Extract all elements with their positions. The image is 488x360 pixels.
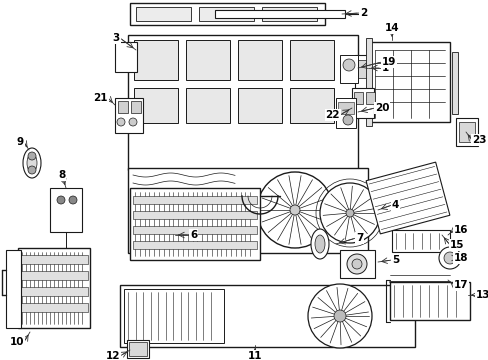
Circle shape <box>342 115 352 125</box>
Circle shape <box>28 166 36 174</box>
Text: 9: 9 <box>17 137 24 147</box>
Bar <box>20 303 88 312</box>
Text: 18: 18 <box>453 253 468 263</box>
Bar <box>335 98 355 128</box>
Bar <box>337 102 353 114</box>
Text: 14: 14 <box>384 23 399 33</box>
Bar <box>128 168 367 253</box>
Text: 6: 6 <box>190 230 197 240</box>
Bar <box>365 92 374 104</box>
Bar <box>351 88 373 118</box>
Bar <box>128 35 357 170</box>
Circle shape <box>117 118 125 126</box>
Bar <box>458 122 474 142</box>
Bar <box>238 88 282 123</box>
Bar <box>133 241 257 249</box>
Circle shape <box>443 252 455 264</box>
Text: 1: 1 <box>381 63 388 73</box>
Bar <box>20 271 88 280</box>
Text: 12: 12 <box>105 351 120 360</box>
Text: 23: 23 <box>471 135 486 145</box>
Circle shape <box>129 118 137 126</box>
Bar <box>238 40 282 80</box>
Text: 19: 19 <box>381 57 396 67</box>
Bar <box>130 188 260 260</box>
Text: 20: 20 <box>374 103 389 113</box>
Text: 7: 7 <box>355 233 363 243</box>
Bar <box>199 7 253 21</box>
Circle shape <box>289 205 299 215</box>
Bar <box>365 38 371 126</box>
Bar <box>133 196 257 204</box>
Text: 16: 16 <box>453 225 468 235</box>
Bar <box>6 250 21 328</box>
Bar <box>262 7 316 21</box>
Text: 10: 10 <box>9 337 24 347</box>
Bar <box>133 211 257 219</box>
Bar <box>127 340 149 358</box>
Bar <box>353 92 362 104</box>
Bar <box>20 255 88 264</box>
Bar <box>20 287 88 296</box>
Bar <box>389 282 469 320</box>
Bar <box>215 10 345 18</box>
Text: 3: 3 <box>113 33 120 43</box>
Ellipse shape <box>23 148 41 178</box>
Text: 4: 4 <box>391 200 399 210</box>
Text: 21: 21 <box>93 93 108 103</box>
Circle shape <box>342 59 354 71</box>
Circle shape <box>346 209 353 217</box>
Circle shape <box>438 247 460 269</box>
Bar <box>339 55 357 83</box>
Bar <box>451 52 457 114</box>
Circle shape <box>307 284 371 348</box>
Bar <box>136 7 191 21</box>
Bar <box>131 101 141 113</box>
Bar <box>124 289 224 343</box>
Bar <box>339 250 374 278</box>
Bar <box>134 88 178 123</box>
Text: 2: 2 <box>359 8 366 18</box>
Text: 22: 22 <box>325 110 339 120</box>
Bar <box>185 88 229 123</box>
Bar <box>289 40 333 80</box>
Bar <box>134 40 178 80</box>
Circle shape <box>319 183 379 243</box>
Bar <box>115 98 142 133</box>
Bar <box>391 230 449 252</box>
Ellipse shape <box>310 229 328 259</box>
Bar <box>357 60 381 78</box>
Bar <box>289 88 333 123</box>
Bar <box>185 40 229 80</box>
Bar <box>129 342 147 356</box>
Bar <box>118 101 128 113</box>
Bar <box>354 55 384 105</box>
Circle shape <box>351 259 361 269</box>
Text: 5: 5 <box>391 255 398 265</box>
Circle shape <box>257 172 332 248</box>
Bar <box>115 42 137 72</box>
Circle shape <box>57 196 65 204</box>
Bar <box>18 248 90 328</box>
Bar <box>455 118 477 146</box>
Ellipse shape <box>314 235 325 253</box>
Circle shape <box>333 310 346 322</box>
Bar <box>120 285 414 347</box>
Text: 15: 15 <box>449 240 464 250</box>
Bar <box>130 3 325 25</box>
Text: 17: 17 <box>453 280 468 290</box>
Circle shape <box>346 254 366 274</box>
Bar <box>133 226 257 234</box>
Ellipse shape <box>27 153 37 172</box>
Circle shape <box>69 196 77 204</box>
Text: 8: 8 <box>58 170 65 180</box>
Text: 11: 11 <box>247 351 262 360</box>
Polygon shape <box>366 162 449 234</box>
Circle shape <box>28 152 36 160</box>
Text: 13: 13 <box>475 290 488 300</box>
Bar <box>50 188 82 232</box>
Bar <box>369 42 449 122</box>
